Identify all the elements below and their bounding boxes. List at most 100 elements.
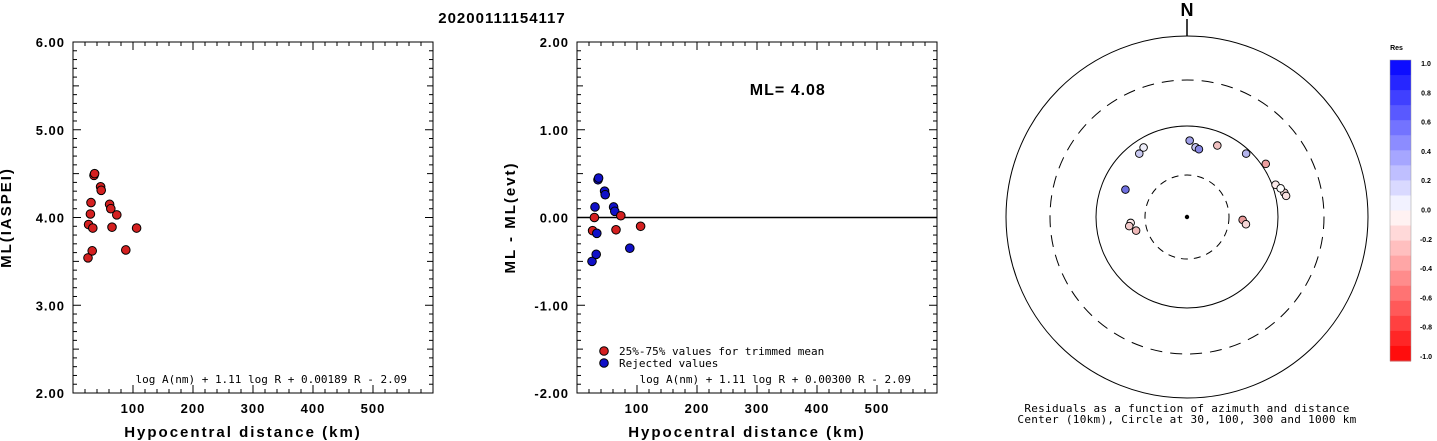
distance-ring-100km [1095, 125, 1279, 309]
colorbar-title: Res [1390, 45, 1403, 52]
station-residual-point [1281, 191, 1291, 201]
data-point [590, 202, 600, 212]
data-point [587, 256, 597, 267]
data-point [107, 222, 117, 232]
y-tick-label: 5.00 [36, 123, 65, 138]
colorbar-tick-label: 0.0 [1421, 208, 1431, 215]
colorbar-segment [1390, 285, 1411, 302]
magnitude-formula: log A(nm) + 1.11 log R + 0.00189 R - 2.0… [135, 373, 407, 386]
y-tick-label: 0.00 [540, 211, 569, 226]
x-tick-label: 400 [805, 401, 830, 416]
data-point [611, 224, 621, 235]
x-tick-label: 400 [301, 401, 326, 416]
data-point [625, 243, 635, 254]
data-point [591, 249, 602, 260]
event-magnitude-label: ML= 4.08 [750, 82, 826, 99]
station-residual-point [1276, 184, 1285, 193]
colorbar-tick-label: 0.2 [1421, 178, 1431, 185]
station-residual-point [1194, 144, 1204, 154]
legend-label: 25%-75% values for trimmed mean [619, 345, 824, 358]
data-point [87, 246, 97, 256]
colorbar-segment [1390, 165, 1411, 181]
data-point [131, 223, 142, 233]
colorbar-segment [1390, 300, 1411, 317]
station-residual-point [1135, 149, 1144, 158]
colorbar-segment [1390, 330, 1411, 347]
colorbar-segment [1390, 210, 1411, 227]
colorbar-segment [1390, 60, 1411, 76]
station-residual-point [1139, 143, 1148, 152]
colorbar-tick-label: 0.6 [1421, 120, 1431, 127]
center-marker [1184, 214, 1190, 220]
colorbar-segment [1390, 105, 1411, 121]
data-point [86, 197, 96, 208]
x-tick-label: 500 [865, 401, 890, 416]
data-point [106, 203, 116, 214]
colorbar-segment [1390, 150, 1411, 166]
legend-marker [599, 346, 609, 356]
data-point [593, 173, 604, 183]
plot-frame [72, 41, 434, 394]
colorbar-tick-label: -0.8 [1420, 325, 1432, 332]
x-axis-label: Hypocentral distance (km) [124, 424, 362, 441]
figure-title: 20200111154117 [438, 10, 565, 27]
station-residual-point [1185, 136, 1194, 145]
colorbar-segment [1390, 195, 1411, 211]
magnitude-formula: log A(nm) + 1.11 log R + 0.00300 R - 2.0… [639, 373, 911, 386]
data-point [589, 212, 600, 223]
y-tick-label: 1.00 [540, 123, 569, 138]
x-tick-label: 500 [361, 401, 386, 416]
colorbar-tick-label: -1.0 [1420, 354, 1432, 361]
x-tick-label: 300 [745, 401, 770, 416]
data-point [635, 221, 646, 232]
station-residual-point [1261, 159, 1271, 169]
station-residual-point [1131, 226, 1141, 235]
colorbar-frame [1389, 59, 1412, 362]
y-axis-label: ML(IASPEI) [0, 167, 15, 268]
colorbar-tick-label: -0.6 [1420, 295, 1432, 302]
station-residual-point [1241, 219, 1251, 229]
colorbar-segment [1390, 90, 1411, 106]
colorbar-segment [1390, 255, 1411, 272]
legend-label: Rejected values [619, 357, 718, 370]
map-caption: Center (10km), Circle at 30, 100, 300 an… [1017, 413, 1356, 426]
distance-ring-300km [1049, 79, 1325, 355]
data-point [85, 209, 96, 219]
station-residual-point [1241, 149, 1251, 158]
data-point [96, 185, 106, 196]
data-point [88, 223, 98, 233]
y-tick-label: -1.00 [534, 298, 569, 313]
distance-ring-30km [1144, 174, 1230, 260]
north-label: N [1181, 0, 1194, 20]
data-point [121, 245, 131, 255]
data-point [616, 210, 626, 221]
data-point [89, 168, 100, 179]
x-tick-label: 200 [685, 401, 710, 416]
y-tick-label: 6.00 [36, 35, 65, 50]
colorbar-tick-label: -0.4 [1420, 266, 1432, 273]
x-tick-label: 100 [625, 401, 650, 416]
colorbar-tick-label: 0.8 [1421, 90, 1431, 97]
data-point [112, 210, 122, 220]
y-tick-label: 2.00 [36, 386, 65, 401]
y-tick-label: 2.00 [540, 35, 569, 50]
x-tick-label: 300 [241, 401, 266, 416]
station-residual-point [1124, 221, 1134, 231]
data-point [600, 189, 611, 200]
colorbar-segment [1390, 180, 1411, 196]
y-tick-label: 4.00 [36, 211, 65, 226]
colorbar-tick-label: 1.0 [1421, 61, 1431, 68]
y-axis-label: ML - ML(evt) [502, 161, 519, 273]
colorbar-tick-label: -0.2 [1420, 237, 1432, 244]
colorbar-segment [1390, 225, 1411, 242]
y-tick-label: 3.00 [36, 298, 65, 313]
residual-vs-distance-chart: -2.00 -1.00 0.00 1.00 2.00 100 200 300 400 500 Hyp… [502, 35, 938, 441]
colorbar-segment [1390, 75, 1411, 91]
data-point [83, 253, 93, 263]
colorbar-segment [1390, 240, 1411, 257]
x-tick-label: 100 [121, 401, 146, 416]
station-residual-point [1213, 141, 1222, 150]
colorbar-segment [1390, 120, 1411, 136]
colorbar-tick-label: 0.4 [1421, 149, 1431, 156]
